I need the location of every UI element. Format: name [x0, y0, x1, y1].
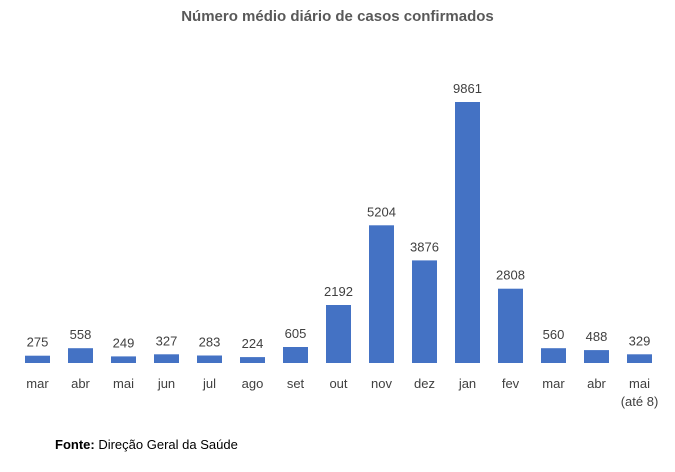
bar-8: [369, 225, 394, 363]
value-label-7: 2192: [324, 284, 353, 299]
bars-group: [25, 102, 652, 363]
category-label-8: nov: [371, 376, 392, 391]
category-label-7: out: [329, 376, 347, 391]
value-label-14: 329: [629, 333, 651, 348]
category-label-13: abr: [587, 376, 606, 391]
value-label-6: 605: [285, 326, 307, 341]
bar-5: [240, 357, 265, 363]
bar-7: [326, 305, 351, 363]
category-label-3: jun: [157, 376, 175, 391]
value-label-2: 249: [113, 335, 135, 350]
value-label-1: 558: [70, 327, 92, 342]
value-label-4: 283: [199, 335, 221, 350]
bar-2: [111, 356, 136, 363]
category-label-14: mai (até 8): [621, 376, 659, 409]
value-label-13: 488: [586, 329, 608, 344]
chart-title: Número médio diário de casos confirmados: [181, 8, 494, 25]
bar-13: [584, 350, 609, 363]
category-label-12: mar: [542, 376, 565, 391]
value-label-12: 560: [543, 327, 565, 342]
bar-14: [627, 354, 652, 363]
bar-3: [154, 354, 179, 363]
category-label-5: ago: [242, 376, 264, 391]
category-label-9: dez: [414, 376, 435, 391]
value-labels-group: 275 558 249 327 283 224 605 2192 5204 3876 9861 280…: [27, 81, 651, 351]
category-labels-group: mar abr mai jun jul ago set out nov dez jan fev mar a…: [26, 376, 658, 409]
bar-11: [498, 288, 523, 363]
value-label-8: 5204: [367, 204, 396, 219]
source-text: Direção Geral da Saúde: [94, 437, 238, 452]
value-label-9: 3876: [410, 239, 439, 254]
category-label-10: jan: [458, 376, 476, 391]
category-label-2: mai: [113, 376, 134, 391]
source-label: Fonte:: [55, 437, 95, 452]
category-label-11: fev: [502, 376, 520, 391]
value-label-10: 9861: [453, 81, 482, 96]
category-label-4: jul: [202, 376, 216, 391]
bar-10: [455, 102, 480, 363]
bar-6: [283, 347, 308, 363]
category-label-0: mar: [26, 376, 49, 391]
value-label-0: 275: [27, 335, 49, 350]
category-label-6: set: [287, 376, 305, 391]
bar-4: [197, 355, 222, 363]
value-label-3: 327: [156, 333, 178, 348]
source-note: Fonte: Direção Geral da Saúde: [55, 437, 238, 452]
bar-9: [412, 260, 437, 363]
value-label-5: 224: [242, 336, 264, 351]
value-label-11: 2808: [496, 268, 525, 283]
bar-12: [541, 348, 566, 363]
category-label-1: abr: [71, 376, 90, 391]
bar-0: [25, 355, 50, 363]
bar-1: [68, 348, 93, 363]
